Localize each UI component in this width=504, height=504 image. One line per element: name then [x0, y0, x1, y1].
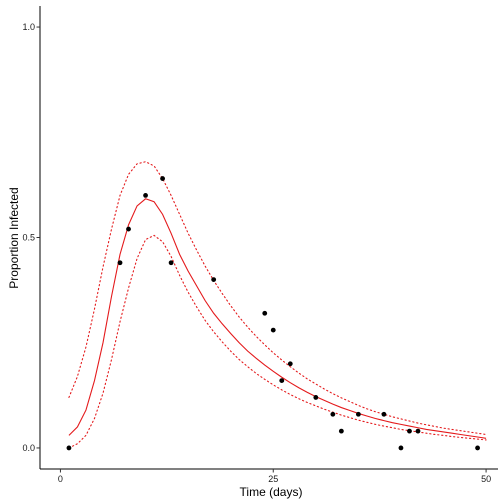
x-tick-label: 25	[268, 474, 278, 484]
data-point	[415, 428, 421, 434]
data-point	[338, 428, 344, 434]
data-point	[270, 327, 276, 333]
x-ticks: 0 25 50	[58, 469, 491, 484]
y-tick-label: 0.5	[22, 233, 35, 243]
data-point	[287, 361, 293, 367]
data-point	[211, 277, 217, 282]
data-point	[126, 226, 131, 232]
y-tick-label: 0.0	[22, 443, 35, 453]
data-point	[143, 193, 148, 198]
data-point	[168, 260, 174, 266]
data-point	[66, 445, 72, 451]
data-point	[160, 176, 165, 181]
x-axis-title: Time (days)	[240, 485, 303, 499]
fitted-curve-line	[68, 198, 487, 439]
data-point	[355, 411, 361, 417]
data-point	[279, 378, 285, 384]
confidence-band-line	[68, 161, 487, 436]
x-tick-label: 0	[58, 474, 63, 484]
data-point	[398, 445, 404, 451]
data-point	[475, 445, 480, 451]
series-layer	[66, 161, 487, 451]
data-point	[313, 395, 319, 400]
x-tick-label: 50	[481, 474, 491, 484]
y-tick-label: 1.0	[22, 22, 35, 32]
data-point	[117, 260, 123, 266]
data-point	[262, 310, 268, 316]
axes-layer: 0 25 50 0.0 0.5 1.0	[22, 6, 498, 484]
data-point	[330, 411, 336, 417]
data-point	[381, 411, 387, 417]
y-axis-title: Proportion Infected	[7, 187, 21, 288]
confidence-band-line	[68, 234, 487, 449]
y-ticks: 0.0 0.5 1.0	[22, 22, 40, 453]
data-point	[407, 428, 412, 434]
